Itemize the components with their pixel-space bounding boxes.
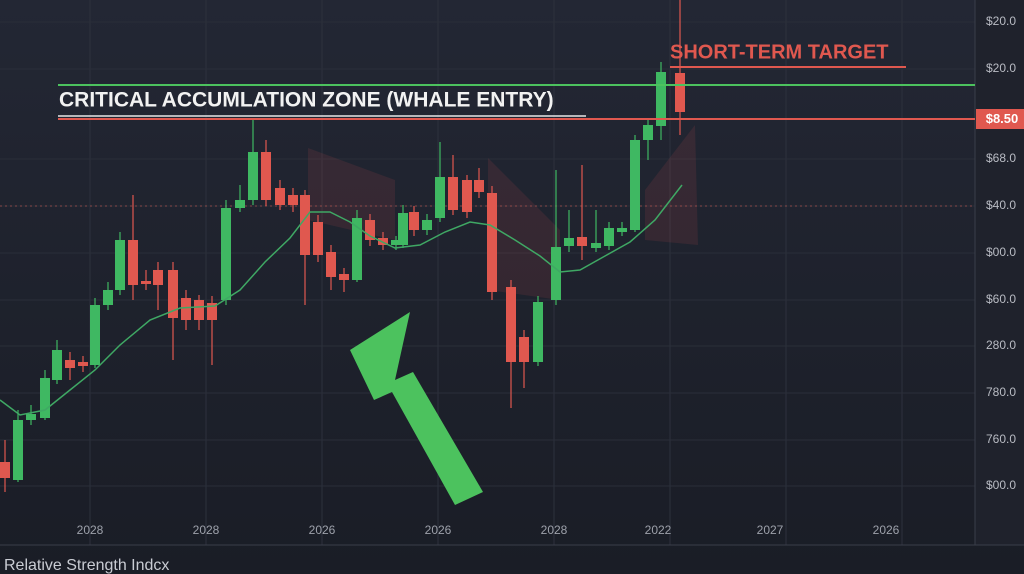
candle-body [13, 420, 23, 480]
candle-body [462, 180, 472, 212]
candle-body [141, 281, 151, 284]
candles [0, 0, 685, 492]
y-axis-label: 280.0 [986, 338, 1016, 352]
candle-body [326, 252, 336, 277]
y-axis-label: $40.0 [986, 198, 1016, 212]
candle-body [398, 213, 408, 245]
x-axis-label: 2028 [77, 523, 104, 537]
candle-body [194, 300, 204, 320]
candle-body [153, 270, 163, 285]
candle-body [519, 337, 529, 362]
candle-body [313, 222, 323, 255]
candle-body [435, 177, 445, 218]
candle-body [365, 220, 375, 240]
candle-body [52, 350, 62, 380]
candle-body [90, 305, 100, 365]
candle-body [0, 462, 10, 478]
x-axis-label: 2028 [193, 523, 220, 537]
candle-body [78, 362, 88, 366]
candle-body [533, 302, 543, 362]
candle-body [474, 180, 484, 192]
y-axis-label: $20.0 [986, 14, 1016, 28]
candle-body [65, 360, 75, 368]
candle-body [630, 140, 640, 230]
candle-body [577, 237, 587, 246]
candle-body [551, 247, 561, 300]
moving-average [0, 184, 683, 416]
candle-body [604, 228, 614, 246]
y-axis-label: $20.0 [986, 61, 1016, 75]
candle-body [391, 240, 401, 245]
candle-body [409, 212, 419, 230]
x-axis-label: 2026 [309, 523, 336, 537]
candle-body [352, 218, 362, 280]
candle-body [275, 188, 285, 205]
candle-body [168, 270, 178, 318]
x-axis-label: 2028 [541, 523, 568, 537]
x-axis-label: 2026 [873, 523, 900, 537]
candle-body [207, 303, 217, 320]
candle-body [422, 220, 432, 230]
shaded-zone [488, 158, 560, 300]
x-axis-label: 2022 [645, 523, 672, 537]
candle-body [506, 287, 516, 362]
candle-body [643, 125, 653, 140]
candle-body [248, 152, 258, 200]
grid [0, 0, 975, 545]
price-tag-box [976, 109, 1024, 129]
x-axis-label: 2026 [425, 523, 452, 537]
shaded-zone [308, 148, 395, 240]
candle-body [235, 200, 245, 208]
target-label: SHORT-TERM TARGET [670, 41, 889, 63]
y-axis-label: $60.0 [986, 292, 1016, 306]
candle-body [128, 240, 138, 285]
indicator-label: Relative Strength Indcx [4, 557, 169, 574]
price-axis-panel [975, 0, 1024, 545]
candle-body [26, 414, 36, 420]
candle-body [339, 274, 349, 280]
zone-label: CRITICAL ACCUMLATION ZONE (WHALE ENTRY) [59, 89, 554, 112]
candle-body [448, 177, 458, 210]
candle-body [487, 193, 497, 292]
candle-body [591, 243, 601, 248]
candle-body [675, 73, 685, 112]
candle-body [115, 240, 125, 290]
candle-body [656, 72, 666, 126]
arrow [350, 312, 483, 505]
candle-body [103, 290, 113, 305]
y-axis-label: 780.0 [986, 385, 1016, 399]
candle-body [564, 238, 574, 246]
candle-body [181, 298, 191, 320]
y-axis-label: $00.0 [986, 478, 1016, 492]
candle-body [221, 208, 231, 300]
x-axis-label: 2027 [757, 523, 784, 537]
candle-body [617, 228, 627, 232]
candle-body [261, 152, 271, 200]
axis-labels: $20.0 $20.0 $68.0 $40.0 $00.0 $60.0 280.0 780.0… [77, 14, 1017, 537]
y-axis-label: 760.0 [986, 432, 1016, 446]
candle-body [288, 195, 298, 205]
y-axis-label: $00.0 [986, 245, 1016, 259]
price-tag: $8.50 [986, 111, 1019, 126]
candle-body [300, 195, 310, 255]
y-axis-label: $68.0 [986, 151, 1016, 165]
candle-body [40, 378, 50, 418]
